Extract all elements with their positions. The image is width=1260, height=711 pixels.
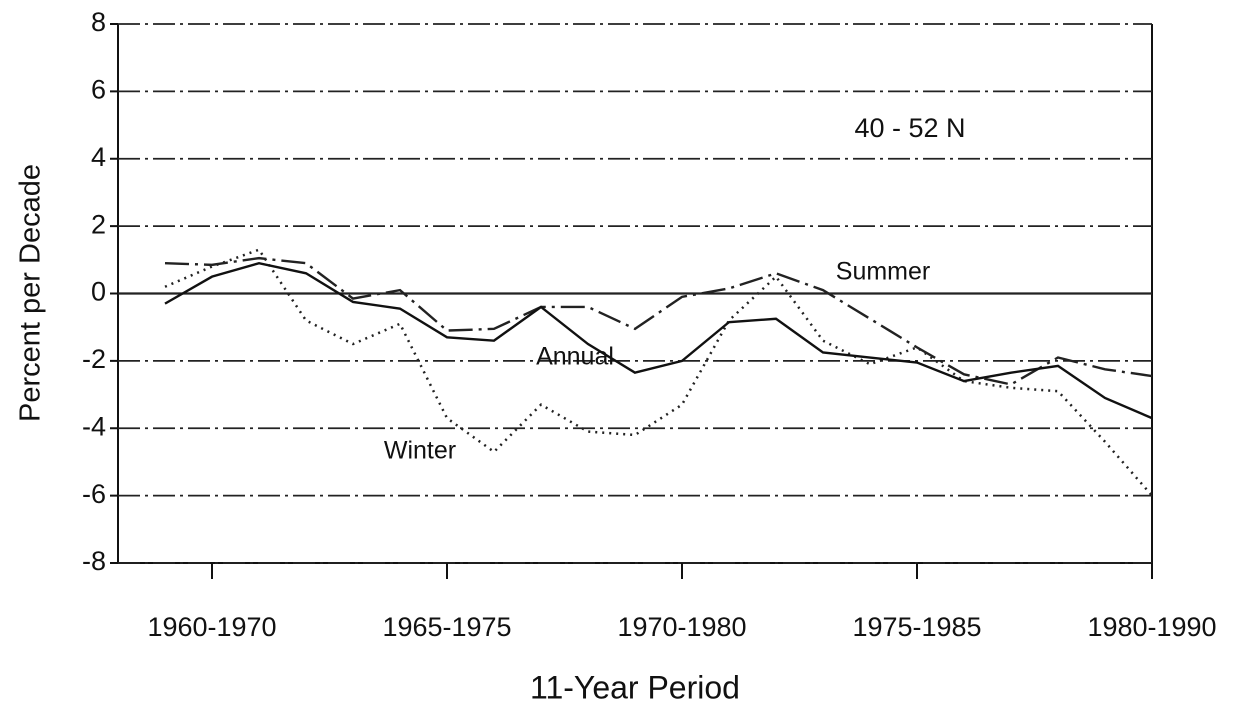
y-tick-label: -4 bbox=[82, 411, 106, 441]
series-line bbox=[164, 261, 1153, 420]
y-tick-label: 2 bbox=[91, 209, 106, 239]
x-axis-label: 11-Year Period bbox=[530, 669, 740, 705]
series-label: Winter bbox=[384, 437, 456, 465]
y-tick-label: 0 bbox=[91, 277, 106, 307]
x-tick-label: 1980-1990 bbox=[1087, 612, 1216, 642]
y-tick-label: 6 bbox=[91, 75, 106, 105]
y-tick-label: 8 bbox=[91, 7, 106, 37]
series-label: Annual bbox=[536, 343, 614, 371]
annotation: 40 - 52 N bbox=[854, 113, 965, 143]
series-line bbox=[164, 248, 1153, 497]
x-tick-label: 1970-1980 bbox=[617, 612, 746, 642]
y-tick-label: -8 bbox=[82, 546, 106, 576]
x-tick-label: 1975-1985 bbox=[852, 612, 981, 642]
series-line bbox=[164, 256, 1153, 386]
series-label: Summer bbox=[836, 258, 930, 286]
y-tick-label: 4 bbox=[91, 142, 106, 172]
y-tick-label: -6 bbox=[82, 479, 106, 509]
y-tick-label: -2 bbox=[82, 344, 106, 374]
x-tick-label: 1960-1970 bbox=[147, 612, 276, 642]
x-tick-label: 1965-1975 bbox=[382, 612, 511, 642]
y-axis-label: Percent per Decade bbox=[15, 164, 47, 422]
